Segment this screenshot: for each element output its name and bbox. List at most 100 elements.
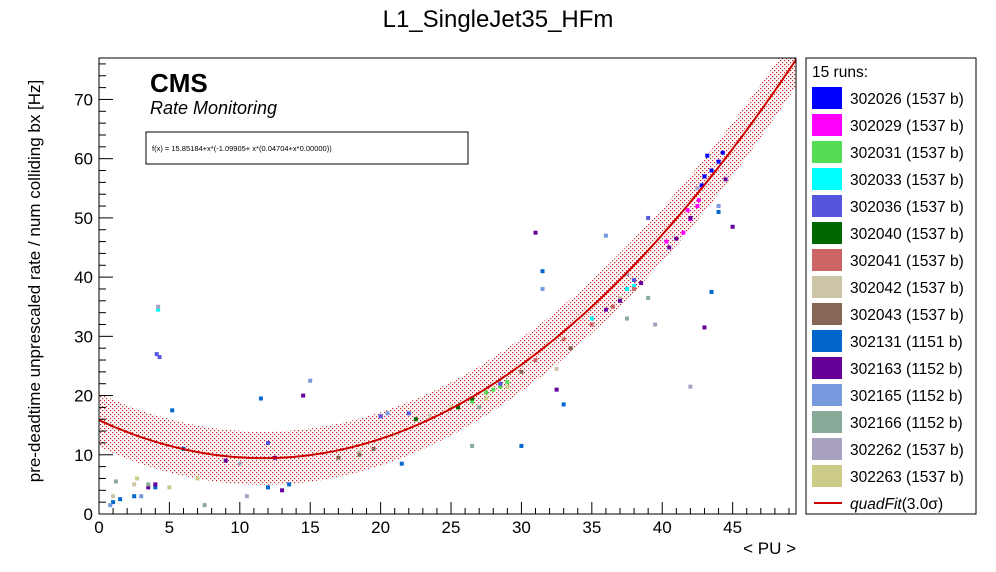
fit-function-text: f(x) = 15.85184+x*(-1.09905+ x*(0.04704+… [152,144,332,153]
data-point [491,387,496,392]
legend-swatch [812,303,842,325]
data-point [118,497,123,502]
data-point [146,482,151,487]
data-point [108,503,113,508]
data-point [132,494,137,499]
y-tick-label: 60 [74,150,93,169]
x-tick-label: 35 [582,518,601,537]
legend-entry-fit: quadFit(3.0σ) [814,496,943,513]
data-point [688,384,693,389]
data-point [646,215,651,220]
data-point [667,245,672,250]
data-point [132,482,137,487]
legend-label: 302263 (1537 b) [850,469,964,486]
legend-label: 302031 (1537 b) [850,145,964,162]
x-tick-label: 40 [653,518,672,537]
data-point [639,281,644,286]
data-point [716,204,721,209]
data-point [484,396,489,401]
data-point [617,298,622,303]
x-tick-label: 0 [94,518,103,537]
data-point [519,369,524,374]
data-point [505,384,510,389]
data-point [170,408,175,413]
rate-monitoring-label: Rate Monitoring [150,98,277,118]
data-point [195,476,200,481]
data-point [540,286,545,291]
data-point [603,307,608,312]
data-point [357,452,362,457]
legend-swatch [812,195,842,217]
data-point [603,233,608,238]
cms-label: CMS [150,68,208,98]
fit-curve-layer [99,59,796,460]
fit-band-area [99,58,796,485]
y-tick-label: 40 [74,268,93,287]
data-point [153,485,158,490]
data-point [653,322,658,327]
plot-frame [98,57,797,515]
data-point [484,390,489,395]
data-point [561,337,566,342]
data-point [202,503,207,508]
data-point [646,295,651,300]
data-point [385,411,390,416]
legend-swatch [812,168,842,190]
data-point [709,289,714,294]
legend-swatch [812,249,842,271]
legend-entry: 302166 (1152 b) [812,411,963,433]
data-point [625,286,630,291]
legend-swatch [812,222,842,244]
legend-entry: 302040 (1537 b) [812,222,964,244]
data-point [378,414,383,419]
y-tick-label: 10 [74,446,93,465]
data-point [280,488,285,493]
data-point [589,316,594,321]
data-point [111,500,116,505]
legend-swatch [812,114,842,136]
legend-label: 302041 (1537 b) [850,253,964,270]
data-point [674,236,679,241]
data-point [681,230,686,235]
legend-label: 302163 (1152 b) [850,361,963,378]
data-point [154,352,159,357]
y-tick-label: 0 [84,505,93,524]
data-point [371,446,376,451]
y-axis-ticks: 0 10 20 30 40 50 60 70 [74,63,113,524]
y-axis-label: pre-deadtime unprescaled rate / num coll… [25,80,44,483]
data-point [223,458,228,463]
data-point [153,482,158,487]
legend-entry: 302029 (1537 b) [812,114,964,136]
data-point [470,396,475,401]
legend-entry: 302026 (1537 b) [812,87,964,109]
data-point [287,482,292,487]
data-point [625,272,630,277]
data-point [696,198,701,203]
data-point [156,307,161,312]
data-point [265,485,270,490]
legend-label: 302043 (1537 b) [850,307,964,324]
data-point [533,358,538,363]
x-tick-label: 10 [230,518,249,537]
legend-label: 302026 (1537 b) [850,91,964,108]
data-point [533,230,538,235]
legend-label: 302040 (1537 b) [850,226,964,243]
legend-swatch [812,87,842,109]
data-point [505,379,510,384]
x-tick-label: 25 [442,518,461,537]
data-point [301,393,306,398]
data-point [716,209,721,214]
legend-entry: 302165 (1152 b) [812,384,963,406]
data-point [258,396,263,401]
data-point [695,204,700,209]
data-point [456,405,461,410]
legend-label: 302029 (1537 b) [850,118,964,135]
data-point [699,183,704,188]
data-point [167,485,172,490]
data-point [113,479,118,484]
data-point [709,168,714,173]
legend-entry: 302036 (1537 b) [812,195,964,217]
x-tick-label: 30 [512,518,531,537]
x-axis-label: < PU > [743,539,796,558]
data-point [519,443,524,448]
